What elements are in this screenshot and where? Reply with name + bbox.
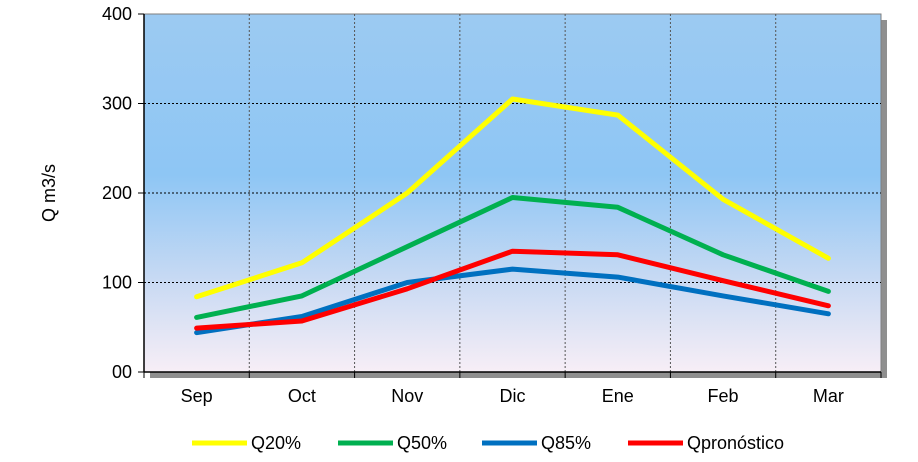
series-line bbox=[194, 266, 831, 336]
legend: Q20% Q50% Q85% Qpronóstico bbox=[192, 433, 784, 453]
x-tick-label: Nov bbox=[391, 386, 423, 406]
x-tick-label: Feb bbox=[708, 386, 739, 406]
y-tick-label: 200 bbox=[102, 183, 132, 203]
y-tick-label: 00 bbox=[112, 362, 132, 382]
x-tick-label: Dic bbox=[500, 386, 526, 406]
legend-label: Qpronóstico bbox=[687, 433, 784, 453]
y-tick-label: 400 bbox=[102, 4, 132, 24]
y-tick-label: 100 bbox=[102, 273, 132, 293]
y-tick-label: 300 bbox=[102, 94, 132, 114]
y-axis-title: Q m3/s bbox=[39, 164, 59, 222]
x-tick-label: Sep bbox=[181, 386, 213, 406]
series-line bbox=[194, 195, 831, 320]
x-tick-label: Mar bbox=[813, 386, 844, 406]
x-tick-label: Ene bbox=[602, 386, 634, 406]
series-line bbox=[194, 248, 831, 331]
legend-label: Q50% bbox=[397, 433, 447, 453]
x-tick-label: Oct bbox=[288, 386, 316, 406]
legend-label: Q85% bbox=[541, 433, 591, 453]
series-line bbox=[194, 96, 831, 300]
legend-label: Q20% bbox=[251, 433, 301, 453]
